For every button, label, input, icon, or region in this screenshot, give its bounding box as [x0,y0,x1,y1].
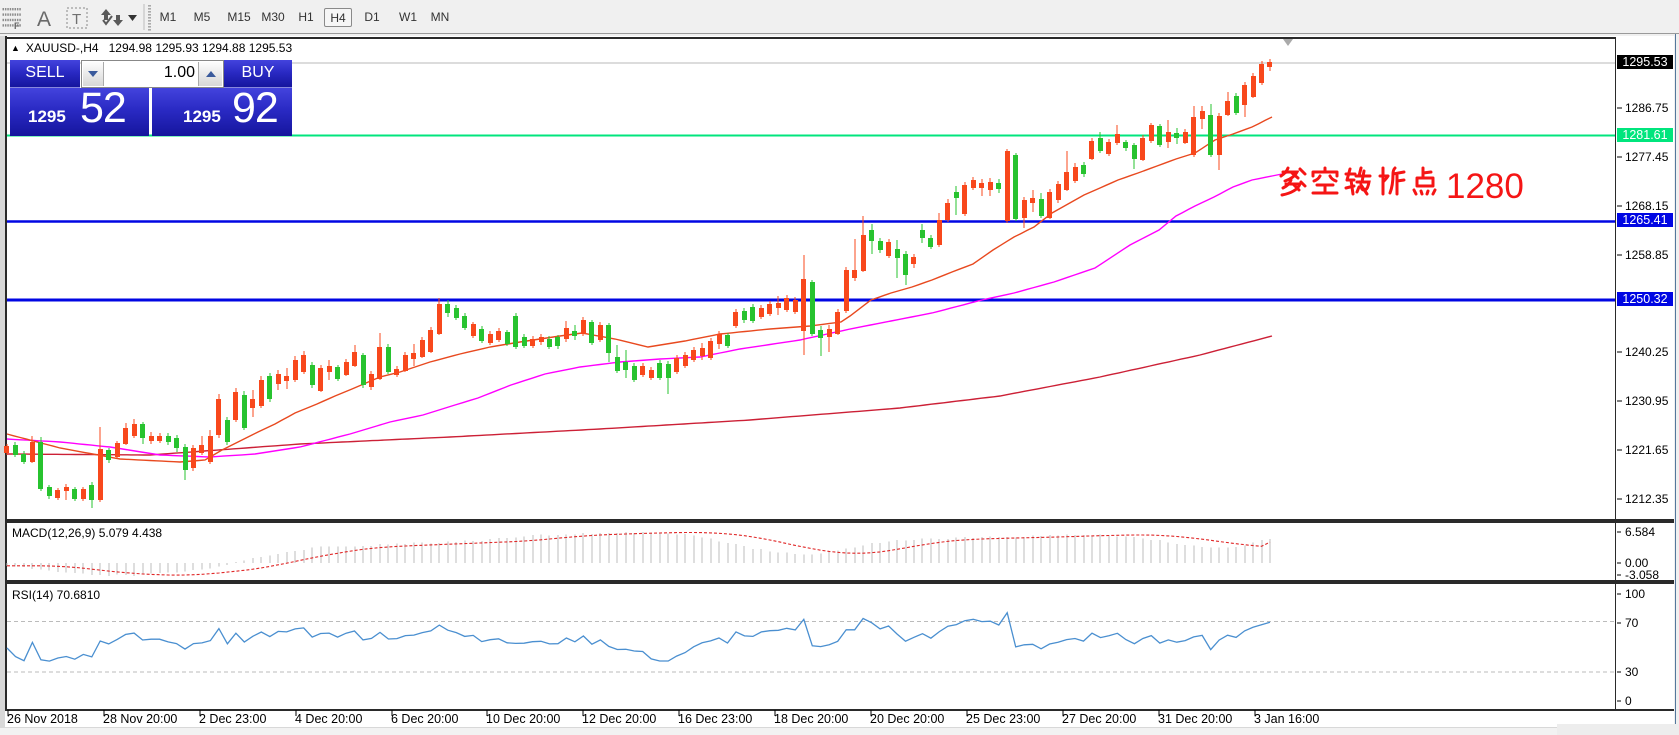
svg-text:F: F [14,21,20,31]
svg-text:1280: 1280 [1446,167,1524,206]
svg-text:A: A [37,8,51,31]
svg-text:T: T [72,11,81,28]
